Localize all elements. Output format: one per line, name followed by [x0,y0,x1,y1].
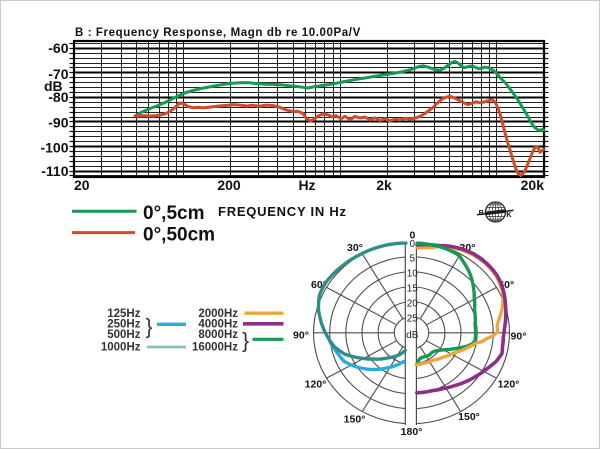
svg-text:2k: 2k [376,177,392,193]
svg-text:16000Hz: 16000Hz [192,341,238,353]
svg-text:dB: dB [406,330,419,341]
svg-text:B : Frequency Response, Magn d: B : Frequency Response, Magn db re 10.00… [75,27,361,39]
svg-text:120°: 120° [498,379,520,391]
svg-text:0°,5cm: 0°,5cm [143,203,204,224]
svg-text:8000Hz: 8000Hz [198,329,238,341]
svg-text:-90: -90 [48,114,68,130]
svg-text:20: 20 [407,299,419,310]
svg-text:500Hz: 500Hz [107,329,140,341]
svg-text:1000Hz: 1000Hz [101,341,141,353]
svg-text:FREQUENCY IN Hz: FREQUENCY IN Hz [218,204,347,219]
svg-text:200: 200 [217,177,241,193]
svg-text:-70: -70 [48,66,68,82]
svg-text:20: 20 [74,177,90,193]
svg-text:15: 15 [407,284,419,295]
svg-text:10: 10 [407,269,419,280]
svg-text:120°: 120° [305,379,327,391]
svg-text:4000Hz: 4000Hz [198,319,238,331]
svg-text:150°: 150° [344,414,366,426]
svg-text:125Hz: 125Hz [107,308,140,320]
svg-text:90°: 90° [511,331,527,343]
svg-text:B: B [479,208,485,217]
svg-text:250Hz: 250Hz [107,319,140,331]
svg-text:25: 25 [407,314,419,325]
svg-text:150°: 150° [458,411,480,423]
svg-text:}: } [242,329,249,353]
svg-text:20k: 20k [521,177,545,193]
svg-text:-110: -110 [41,163,68,179]
svg-text:-100: -100 [40,139,68,155]
svg-text:90°: 90° [293,330,309,342]
svg-text:-80: -80 [48,89,68,105]
svg-text:0: 0 [409,229,415,241]
svg-text:0: 0 [410,239,416,250]
svg-text:5: 5 [410,254,416,265]
svg-text:dB: dB [44,78,63,94]
svg-text:}: } [146,316,153,339]
svg-text:K: K [506,210,512,219]
svg-text:0°,50cm: 0°,50cm [143,225,215,246]
svg-text:Hz: Hz [298,177,315,193]
svg-text:2000Hz: 2000Hz [198,308,238,320]
svg-text:30°: 30° [347,242,363,254]
svg-text:-60: -60 [48,40,68,56]
svg-text:180°: 180° [401,426,423,438]
